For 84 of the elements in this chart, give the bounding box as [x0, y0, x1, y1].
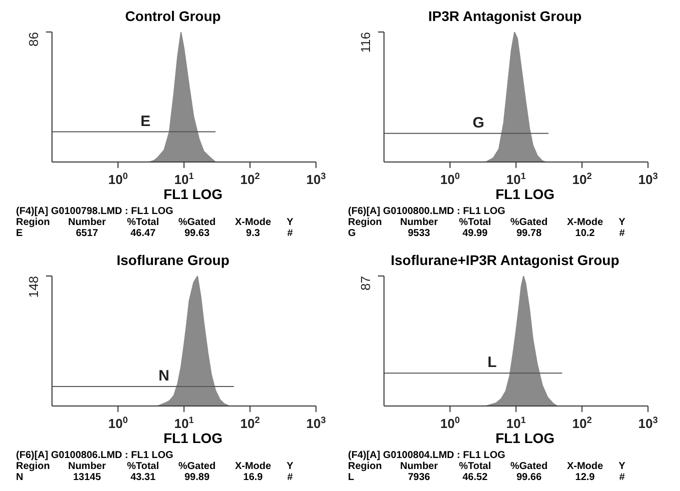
x-axis-title: FL1 LOG [162, 186, 224, 202]
text: 12.9 [574, 472, 596, 483]
text: %Gated [509, 461, 549, 472]
text: %Gated [509, 217, 549, 228]
text: # [618, 472, 626, 483]
text: 99.66 [515, 472, 543, 483]
chart-title: Control Group [124, 8, 222, 26]
text: %Total [458, 461, 492, 472]
text: 46.52 [461, 472, 489, 483]
text: # [286, 472, 294, 483]
text: # [618, 228, 626, 239]
text: Y [286, 217, 294, 228]
text: 6517 [74, 228, 100, 239]
x-tick-label: 10$^{2}$ [572, 171, 592, 187]
text: N [16, 472, 24, 483]
x-tick-label: 10$^{1}$ [506, 415, 526, 431]
text: Number [399, 217, 439, 228]
text: %Gated [177, 461, 217, 472]
text: 7936 [406, 472, 432, 483]
text: Y [618, 461, 626, 472]
series-label: N [158, 368, 170, 384]
text: E [16, 228, 24, 239]
text: X-Mode [566, 461, 604, 472]
y-tick-label: 87 [358, 276, 373, 290]
x-axis-title: FL1 LOG [162, 430, 224, 446]
series-label: E [140, 112, 150, 130]
text: # [286, 228, 294, 239]
chart-title: IP3R Antagonist Group [427, 8, 583, 26]
x-tick-label: 10$^{0}$ [440, 415, 460, 431]
x-tick-label: 10$^{1}$ [174, 415, 194, 431]
text: 46.47 [129, 228, 157, 239]
x-tick-label: 10$^{1}$ [174, 171, 194, 187]
text: X-Mode [566, 217, 604, 228]
text: Region [16, 461, 51, 472]
series-label: L [488, 354, 497, 372]
text: %Total [458, 217, 492, 228]
text: Number [399, 461, 439, 472]
text: 13145 [72, 472, 102, 483]
text: Y [286, 461, 294, 472]
text: 10.2 [574, 228, 596, 239]
text: 49.99 [461, 228, 489, 239]
y-tick-label: 86 [26, 32, 41, 46]
text: Region [16, 217, 51, 228]
text: Region [348, 217, 383, 228]
text: 99.78 [515, 228, 543, 239]
x-tick-label: 10$^{3}$ [306, 171, 326, 187]
text: Region [348, 461, 383, 472]
text: 9533 [406, 228, 432, 239]
text: (F6)[A] G0100806.LMD : FL1 LOG [16, 450, 174, 461]
x-tick-label: 10$^{0}$ [108, 171, 128, 187]
text: (F6)[A] G0100800.LMD : FL1 LOG [348, 206, 506, 217]
text: 43.31 [129, 472, 157, 483]
x-tick-label: 10$^{3}$ [638, 171, 658, 187]
text: %Total [126, 217, 160, 228]
text: X-Mode [234, 217, 272, 228]
text: 148 [26, 276, 41, 298]
x-tick-label: 10$^{1}$ [506, 171, 526, 187]
text: 116 [358, 32, 373, 53]
text: Number [67, 461, 107, 472]
chart-title: Isoflurane+IP3R Antagonist Group [390, 252, 620, 270]
text: (F4)[A] G0100798.LMD : FL1 LOG [16, 206, 174, 217]
series-label: G [472, 114, 484, 132]
x-axis-title: FL1 LOG [494, 430, 556, 446]
x-tick-label: 10$^{2}$ [572, 415, 592, 431]
x-axis-title: FL1 LOG [494, 186, 556, 202]
x-tick-label: 10$^{3}$ [306, 415, 326, 431]
x-tick-label: 10$^{0}$ [108, 415, 128, 431]
x-tick-label: 10$^{0}$ [440, 171, 460, 187]
x-tick-label: 10$^{3}$ [638, 415, 658, 431]
text: X-Mode [234, 461, 272, 472]
x-tick-label: 10$^{2}$ [240, 171, 260, 187]
text: 9.3 [245, 228, 261, 239]
chart-title: Isoflurane Group [116, 252, 230, 270]
text: 99.89 [183, 472, 211, 483]
text: Y [618, 217, 626, 228]
text: (F4)[A] G0100804.LMD : FL1 LOG [348, 450, 506, 461]
x-tick-label: 10$^{2}$ [240, 415, 260, 431]
text: %Total [126, 461, 160, 472]
text: L [348, 472, 356, 483]
text: G [348, 228, 357, 239]
text: %Gated [177, 217, 217, 228]
text: 99.63 [183, 228, 211, 239]
text: 16.9 [242, 472, 264, 483]
text: Number [67, 217, 107, 228]
